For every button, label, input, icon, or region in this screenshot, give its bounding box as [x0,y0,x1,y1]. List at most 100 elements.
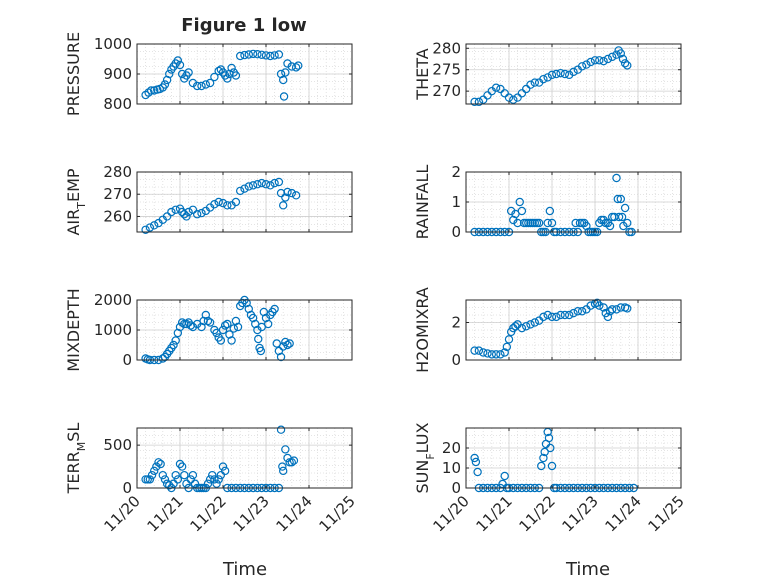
data-point [560,69,570,79]
data-point [517,89,527,98]
data-point [500,471,509,481]
y-axis-label: AIRTEMP [64,168,88,235]
data-point [543,310,552,320]
data-point [141,225,150,234]
data-point [530,318,540,327]
y-tick-label: 280 [432,39,461,57]
data-point [577,62,587,71]
data-point [160,80,170,89]
y-tick-label: 20 [442,439,461,457]
data-point [184,207,193,217]
data-point [517,206,527,216]
data-point [231,197,241,207]
x-tick-label: 11/23 [559,492,602,535]
data-point [177,462,187,471]
data-point [180,470,189,480]
data-point [287,458,296,467]
data-point [515,197,524,207]
data-point [253,180,262,189]
data-point [471,457,481,467]
data-point [608,305,617,314]
data-point [526,320,535,329]
data-point [289,456,299,465]
data-point [537,461,546,471]
data-point [513,218,522,228]
data-point [216,336,226,345]
data-point [616,49,626,58]
data-point [500,89,509,98]
y-tick-label: 270 [432,82,461,100]
data-point [546,443,555,453]
subplot-8: 0 10 20 11/20 11/21 11/22 11/23 11/24 11/25 SUNFL… [413,422,688,535]
data-point [543,218,552,228]
y-tick-label: 0 [122,351,132,369]
data-point [534,218,544,228]
data-point [543,73,552,82]
data-point [231,71,241,80]
data-point [470,453,479,463]
data-point [616,303,626,312]
y-tick-label: 0 [451,351,461,369]
axes-box [136,427,353,489]
data-point [149,221,159,230]
data-point [188,470,198,480]
y-axis-label: PRESSURE [64,32,83,116]
data-point [197,208,206,218]
plot-area [466,428,681,488]
y-tick-label: 800 [103,95,132,113]
data-point [227,336,236,345]
x-tick-label: 11/20 [101,492,144,535]
data-point [256,346,266,356]
subplot-5: 0 1000 2000 MIXDEPTH [64,288,353,372]
data-point [281,193,290,202]
y-tick-label: 2 [451,163,461,181]
data-point [571,218,580,228]
data-point [560,310,570,320]
subplot-3: 260 270 280 AIRTEMP [64,163,353,236]
data-point [278,462,287,471]
x-tick-label: 11/24 [273,492,316,535]
data-point [266,181,275,190]
data-point [147,470,157,480]
data-point [171,470,180,480]
data-point [616,194,626,204]
data-point [608,52,617,62]
figure-title: Figure 1 low [181,15,306,36]
data-point [294,61,303,70]
axes-box [136,171,353,233]
data-point [229,324,238,333]
data-point [281,445,290,454]
data-point [586,57,595,67]
data-point [223,201,232,210]
data-point [526,80,535,89]
data-point [158,354,167,363]
data-point [283,187,292,197]
y-tick-label: 270 [103,185,132,203]
data-point [205,318,215,327]
data-point [210,475,219,484]
y-tick-label: 1 [451,193,461,211]
x-tick-label: 11/24 [602,492,645,535]
data-point [547,461,557,471]
data-point [254,334,263,344]
y-axis-label-base: AIR [64,209,83,236]
data-point [192,81,202,91]
data-point [182,212,191,221]
data-point [474,346,484,355]
data-point [212,479,221,488]
data-point [573,307,583,316]
data-point [154,458,163,467]
data-point [218,325,228,335]
subplot-7: 0 500 11/20 11/21 11/22 11/23 11/24 11/25 TERRMS… [64,423,359,536]
y-axis-label-tail: EMP [64,168,83,202]
x-tick-label: 11/20 [430,492,473,535]
y-axis-label-base: RAINFALL [413,165,432,240]
y-axis-label: THETA [413,48,432,100]
y-axis-label-tail: SL [64,423,83,442]
y-tick-label: 275 [432,61,461,79]
data-point [599,303,608,312]
y-axis-label: H2OMIXRA [413,287,432,373]
data-point [504,335,514,344]
data-point [620,203,630,213]
